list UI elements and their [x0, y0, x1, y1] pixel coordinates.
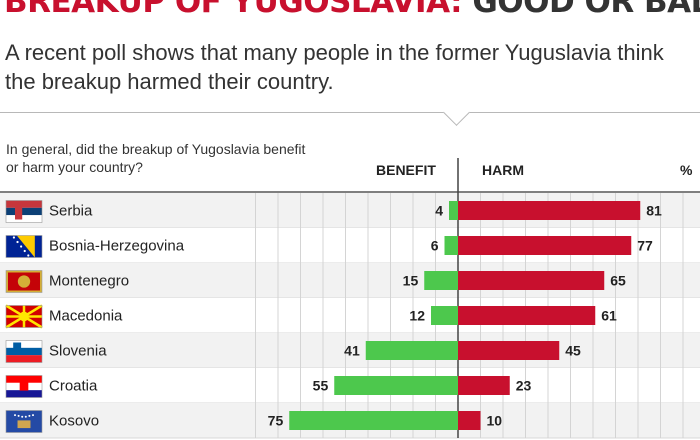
benefit-bar	[449, 201, 458, 220]
harm-bar	[458, 201, 641, 220]
flag-outline	[5, 410, 43, 433]
bosnia-herzegovina-flag-icon	[5, 235, 43, 258]
divider	[0, 112, 700, 113]
flag-triangle	[16, 235, 35, 258]
flag-star	[27, 254, 30, 257]
flag-star	[23, 249, 26, 253]
flag-emblem	[19, 378, 29, 391]
benefit-bar	[444, 236, 458, 255]
croatia-flag-icon	[5, 375, 43, 398]
poll-question: In general, did the breakup of Yugoslavi…	[6, 141, 306, 175]
category-label: Slovenia	[49, 343, 107, 360]
harm-bar	[458, 376, 510, 395]
flag-emblem	[15, 203, 23, 220]
harm-value-label: 81	[646, 203, 662, 219]
category-label: Montenegro	[49, 273, 129, 290]
flag-outline	[5, 200, 43, 223]
benefit-value-label: 15	[403, 273, 419, 289]
category-label: Macedonia	[49, 308, 123, 325]
harm-value-label: 61	[601, 308, 617, 324]
flag-emblem	[17, 275, 31, 288]
harm-value-label: 65	[610, 273, 626, 289]
flag-star	[28, 414, 31, 417]
flag-stripe	[6, 215, 42, 223]
harm-bar	[458, 271, 605, 290]
category-label: Serbia	[49, 203, 93, 220]
harm-value-label: 10	[487, 413, 503, 429]
flag-star	[16, 240, 19, 244]
benefit-bar	[365, 341, 458, 360]
flag-star	[24, 415, 27, 418]
flag-map	[17, 420, 31, 429]
benefit-bar	[289, 411, 458, 430]
category-label: Croatia	[49, 378, 98, 395]
flag-star	[32, 414, 34, 417]
harm-value-label: 77	[637, 238, 653, 254]
flag-stripe	[6, 390, 42, 398]
flag-star	[12, 236, 16, 239]
kosovo-flag-icon	[5, 410, 43, 433]
flag-outline	[5, 270, 43, 293]
serbia-flag-icon	[5, 200, 43, 223]
chart-subtitle: A recent poll shows that many people in …	[5, 40, 664, 94]
flag-star	[17, 414, 20, 417]
benefit-value-label: 55	[313, 378, 329, 394]
flag-star	[21, 415, 24, 418]
benefit-value-label: 4	[435, 203, 443, 219]
montenegro-flag-icon	[5, 270, 43, 293]
flag-sun	[19, 311, 29, 322]
benefit-header: BENEFIT	[376, 162, 436, 178]
harm-bar	[458, 236, 632, 255]
macedonia-flag-icon	[5, 304, 43, 329]
benefit-value-label: 75	[268, 413, 284, 429]
flag-stripe	[6, 355, 42, 363]
chart-title: BREAKUP OF YUGOSLAVIA: GOOD OR BAD?	[4, 0, 700, 20]
title-rest: GOOD OR BAD?	[472, 0, 700, 20]
flag-star	[20, 245, 23, 248]
harm-value-label: 45	[565, 343, 581, 359]
title-main: BREAKUP OF YUGOSLAVIA:	[4, 0, 463, 20]
flag-stripe	[6, 340, 42, 348]
benefit-value-label: 41	[344, 343, 360, 359]
benefit-value-label: 6	[431, 238, 439, 254]
flag-outline	[5, 305, 43, 328]
benefit-bar	[431, 306, 458, 325]
category-label: Bosnia-Herzegovina	[49, 238, 185, 255]
benefit-value-label: 12	[409, 308, 425, 324]
slovenia-flag-icon	[5, 340, 43, 363]
harm-bar	[458, 306, 596, 325]
harm-bar	[458, 411, 481, 430]
row-background	[0, 333, 700, 368]
flag-star	[14, 414, 16, 417]
harm-value-label: 23	[516, 378, 532, 394]
flag-outline	[5, 235, 43, 258]
benefit-bar	[334, 376, 458, 395]
percent-header: %	[680, 162, 693, 178]
harm-bar	[458, 341, 560, 360]
flag-stripe	[6, 200, 42, 208]
category-label: Kosovo	[49, 413, 99, 430]
flag-stripe	[6, 207, 42, 216]
flag-stripe	[6, 347, 42, 356]
flag-outline	[5, 340, 43, 363]
flag-emblem	[13, 342, 22, 354]
harm-header: HARM	[482, 162, 524, 178]
benefit-bar	[424, 271, 458, 290]
flag-outline	[5, 375, 43, 398]
